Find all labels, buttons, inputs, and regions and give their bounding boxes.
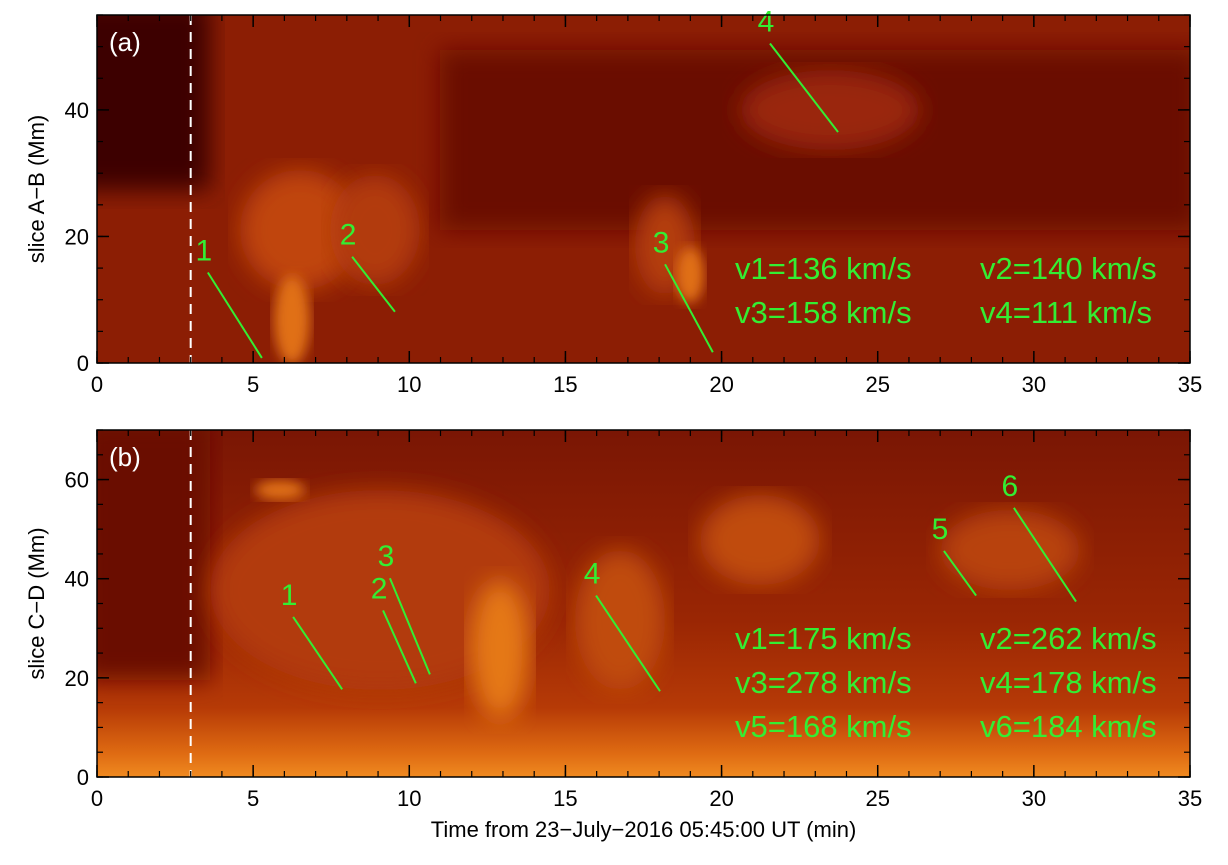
panel-label: (a) [109,27,141,57]
slit-label: 2 [340,219,357,252]
velocity-annotation: v1=136 km/s [735,251,912,286]
slit-line [382,610,417,684]
x-axis-label: Time from 23−July−2016 05:45:00 UT (min) [431,817,857,842]
x-tick-label: 20 [709,786,733,811]
y-tick-label: 20 [65,224,89,249]
x-tick-label: 15 [553,372,577,397]
x-tick-label: 15 [553,786,577,811]
slit-label: 4 [584,558,601,591]
velocity-annotation: v3=278 km/s [735,665,912,700]
plot-frame [96,14,1191,364]
velocity-annotation: v2=140 km/s [980,251,1157,286]
velocity-annotation: v3=158 km/s [735,295,912,330]
panel-label: (b) [109,442,141,472]
slit-line [943,550,977,597]
y-axis-label: slice A−B (Mm) [24,115,49,264]
slit-line [351,256,396,313]
x-tick-label: 5 [247,372,259,397]
y-tick-label: 60 [65,468,89,493]
slit-line [1013,507,1077,603]
y-tick-label: 40 [65,567,89,592]
x-tick-label: 35 [1178,786,1202,811]
slit-line [389,577,431,675]
x-tick-label: 25 [865,786,889,811]
intensity-image [97,15,1190,363]
y-tick-label: 40 [65,98,89,123]
velocity-annotation: v5=168 km/s [735,709,912,744]
x-tick-label: 25 [865,372,889,397]
x-tick-label: 30 [1022,372,1046,397]
y-tick-label: 0 [77,351,89,376]
slit-line [664,263,714,353]
slit-label: 5 [932,513,949,546]
slit-label: 3 [378,540,395,573]
slit-label: 6 [1002,470,1019,503]
slit-line [595,595,661,692]
y-axis-label: slice C−D (Mm) [24,527,49,679]
slit-line [207,271,263,359]
x-tick-label: 10 [397,786,421,811]
x-tick-label: 30 [1022,786,1046,811]
x-tick-label: 20 [709,372,733,397]
slit-label: 1 [281,579,298,612]
slit-line [292,616,343,690]
velocity-annotation: v1=175 km/s [735,621,912,656]
x-tick-label: 0 [91,786,103,811]
x-tick-label: 10 [397,372,421,397]
slit-label: 3 [653,226,670,259]
y-tick-label: 0 [77,765,89,790]
velocity-annotation: v6=184 km/s [980,709,1157,744]
x-tick-label: 0 [91,372,103,397]
x-tick-label: 35 [1178,372,1202,397]
slit-line [769,42,839,133]
slit-label: 4 [758,5,775,38]
velocity-annotation: v4=178 km/s [980,665,1157,700]
velocity-annotation: v2=262 km/s [980,621,1157,656]
slit-label: 2 [371,572,388,605]
x-tick-label: 5 [247,786,259,811]
slit-label: 1 [196,235,213,268]
velocity-annotation: v4=111 km/s [980,295,1152,330]
y-tick-label: 20 [65,666,89,691]
